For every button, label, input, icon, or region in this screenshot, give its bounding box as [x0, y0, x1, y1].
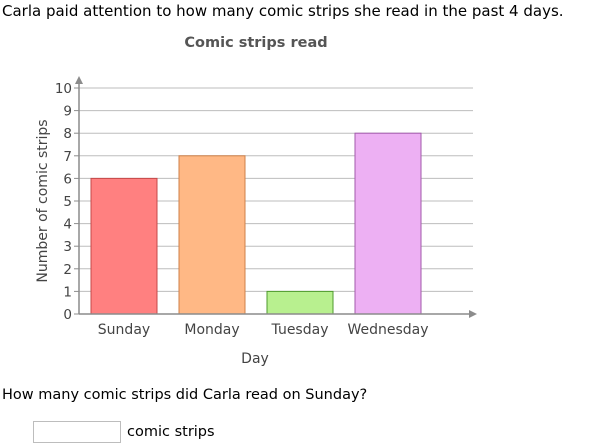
y-tick-label: 0 — [63, 307, 72, 323]
answer-unit-label: comic strips — [127, 424, 215, 440]
intro-text: Carla paid attention to how many comic s… — [2, 2, 564, 20]
bar-chart: 0 1 2 3 4 5 6 7 8 9 10 Sunday Monday Tuesday Wednesday… — [35, 76, 477, 367]
bar — [266, 290, 334, 315]
y-tick-label: 5 — [63, 194, 72, 210]
y-axis-arrow — [75, 76, 83, 84]
x-tick-label: Sunday — [98, 322, 150, 338]
y-tick-label: 10 — [55, 81, 72, 97]
y-tick-label: 1 — [63, 284, 72, 300]
y-tick-label: 8 — [63, 126, 72, 142]
bar — [354, 132, 422, 315]
y-tick-label: 6 — [63, 171, 72, 187]
x-tick-label: Monday — [184, 322, 239, 338]
answer-input[interactable] — [33, 421, 121, 443]
answer-row: comic strips — [33, 421, 215, 443]
bar — [90, 177, 158, 315]
y-tick-label: 4 — [63, 217, 72, 233]
x-tick-label: Tuesday — [271, 322, 329, 338]
x-tick-label: Wednesday — [347, 322, 428, 338]
y-tick-label: 3 — [63, 239, 72, 255]
question-text: How many comic strips did Carla read on … — [2, 387, 368, 403]
chart-title: Comic strips read — [184, 35, 328, 51]
y-tick-label: 9 — [63, 104, 72, 120]
y-tick-label: 2 — [63, 262, 72, 278]
bar — [178, 155, 246, 315]
x-axis-label: Day — [241, 351, 269, 367]
y-axis-label: Number of comic strips — [35, 119, 51, 282]
y-tick-label: 7 — [63, 149, 72, 165]
x-axis-arrow — [469, 310, 477, 318]
